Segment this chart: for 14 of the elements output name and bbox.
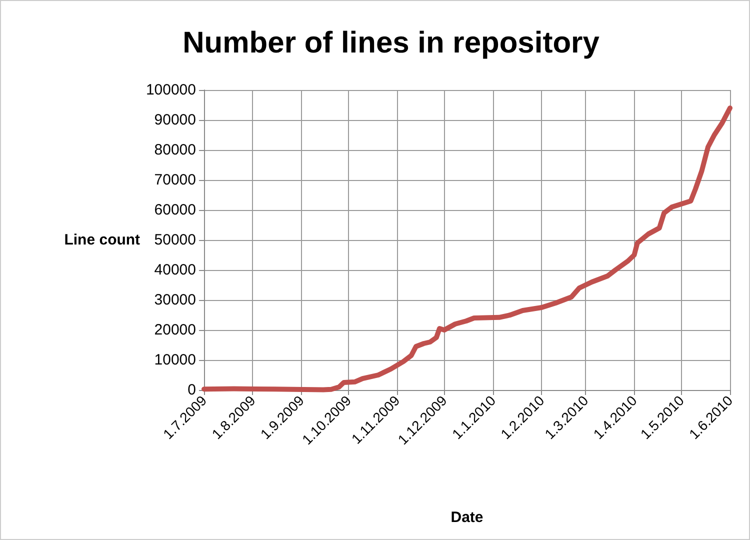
- y-tick-label: 20000: [154, 322, 196, 338]
- y-tick-label: 80000: [154, 142, 196, 158]
- y-tick-label: 0: [188, 382, 196, 398]
- y-axis-title: Line count: [64, 232, 140, 248]
- y-tick-label: 100000: [146, 82, 196, 98]
- y-tick-label: 40000: [154, 262, 196, 278]
- y-tick-label: 50000: [154, 232, 196, 248]
- y-tick-label: 30000: [154, 292, 196, 308]
- x-axis-title: Date: [450, 509, 484, 526]
- y-tick-label: 70000: [154, 172, 196, 188]
- chart-title: Number of lines in repository: [182, 26, 600, 60]
- y-tick-label: 10000: [154, 352, 196, 368]
- y-tick-label: 90000: [154, 112, 196, 128]
- y-tick-label: 60000: [154, 202, 196, 218]
